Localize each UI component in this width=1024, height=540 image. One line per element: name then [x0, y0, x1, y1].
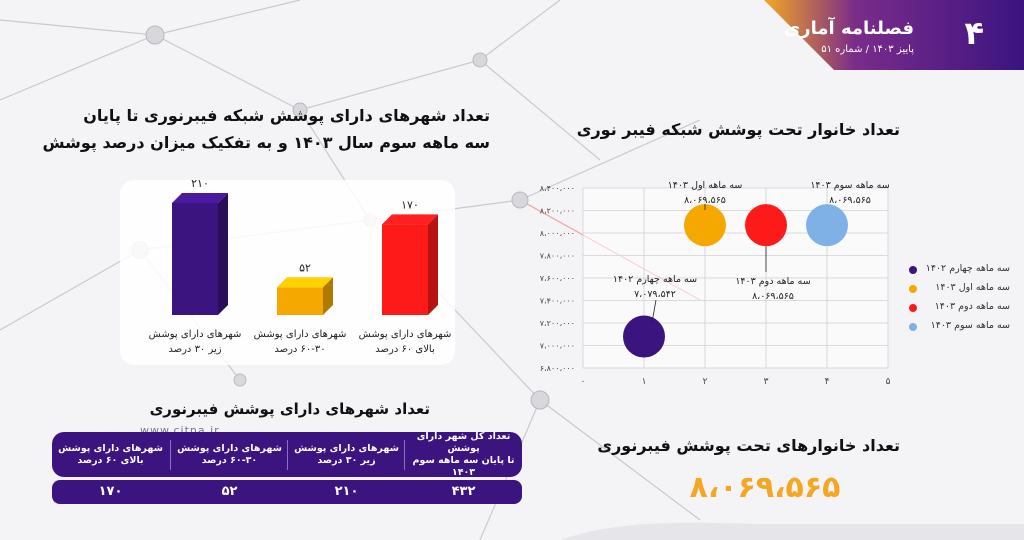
legend-label: سه ماهه چهارم ۱۴۰۲	[925, 263, 1010, 274]
legend-dot-icon	[909, 266, 917, 274]
legend-item-3: سه ماهه سوم ۱۴۰۳	[905, 319, 1020, 338]
x-tick-label: ۴	[825, 377, 830, 387]
annotation-q2-1403: سه ماهه دوم ۱۴۰۳ ۸،۰۶۹،۵۶۵	[735, 276, 811, 302]
table-title: تعداد شهرهای دارای پوشش فیبرنوری	[149, 400, 430, 418]
scatter-chart: ۶،۸۰۰،۰۰۰ ۷،۰۰۰،۰۰۰ ۷،۲۰۰،۰۰۰ ۷،۴۰۰،۰۰۰ ۷،۶۰…	[540, 184, 891, 387]
legend-label: سه ماهه سوم ۱۴۰۳	[930, 320, 1010, 331]
legend-dot-icon	[909, 323, 917, 331]
annotation-q1-1403: سه ماهه اول ۱۴۰۳ ۸،۰۶۹،۵۶۵	[667, 180, 743, 206]
bar-top-2	[382, 214, 438, 225]
y-tick-label: ۶،۸۰۰،۰۰۰	[540, 364, 575, 373]
legend-dot-icon	[909, 285, 917, 293]
bar-top-1	[277, 277, 333, 288]
bubble-point-3	[806, 204, 848, 247]
annotation-q4-1402: سه ماهه چهارم ۱۴۰۲ ۷،۰۷۹،۵۴۲	[612, 274, 698, 300]
legend-label: سه ماهه دوم ۱۴۰۳	[934, 301, 1010, 312]
total-households-title: تعداد خانوارهای تحت پوشش فیبرنوری	[597, 436, 900, 455]
legend-label: سه ماهه اول ۱۴۰۳	[935, 282, 1010, 293]
bar-chart-title-line1: تعداد شهرهای دارای پوشش شبکه فیبرنوری تا…	[83, 106, 490, 125]
y-tick-label: ۸،۴۰۰،۰۰۰	[540, 184, 575, 193]
bar-chart-title: تعداد شهرهای دارای پوشش شبکه فیبرنوری تا…	[42, 102, 490, 156]
legend-dot-icon	[909, 304, 917, 312]
bubble-point-0	[623, 315, 665, 358]
y-tick-label: ۷،۶۰۰،۰۰۰	[540, 274, 575, 283]
y-tick-label: ۸،۲۰۰،۰۰۰	[540, 207, 575, 216]
bar-side-0	[218, 193, 228, 315]
scatter-legend: سه ماهه چهارم ۱۴۰۲ سه ماهه اول ۱۴۰۳ سه ماه…	[905, 262, 1020, 338]
bar-category-label-2: شهرهای دارای پوشش بالای ۶۰ درصد	[358, 329, 452, 355]
bar-front-1	[277, 287, 323, 315]
legend-item-0: سه ماهه چهارم ۱۴۰۲	[905, 262, 1020, 281]
legend-item-1: سه ماهه اول ۱۴۰۳	[905, 281, 1020, 300]
table-header: تعداد کل شهر دارای پوشش تا پایان سه ماهه …	[52, 430, 522, 478]
table-divider	[404, 440, 405, 470]
bar-value-label-2: ۱۷۰	[401, 198, 419, 211]
y-tick-label: ۷،۲۰۰،۰۰۰	[540, 319, 575, 328]
x-tick-label: ۲	[703, 377, 708, 387]
bar-front-0	[172, 203, 218, 315]
table-header-under30: شهرهای دارای پوشش زیر ۳۰ درصد	[294, 442, 399, 466]
bar-side-1	[323, 277, 333, 315]
table-cell-30to60: ۵۲	[221, 484, 238, 499]
total-households-value: ۸،۰۶۹،۵۶۵	[689, 470, 841, 505]
x-tick-label: ۳	[764, 377, 769, 387]
x-tick-label: ۰	[581, 377, 586, 387]
bar-front-2	[382, 224, 428, 315]
table-cell-total: ۴۳۲	[451, 484, 476, 499]
bar-category-label-0: شهرهای دارای پوشش زیر ۳۰ درصد	[148, 329, 242, 355]
annotation-q3-1403: سه ماهه سوم ۱۴۰۳ ۸،۰۶۹،۵۶۵	[810, 180, 890, 206]
issue-number: ۴	[964, 14, 984, 52]
bar-chart: ۲۱۰ ۵۲ ۱۷۰	[172, 180, 438, 315]
legend-item-2: سه ماهه دوم ۱۴۰۳	[905, 300, 1020, 319]
table-divider	[287, 440, 288, 470]
bar-category-label-1: شهرهای دارای پوشش ۶۰-۳۰ درصد	[253, 329, 347, 355]
scatter-chart-title: تعداد خانوار تحت پوشش شبکه فیبر نوری	[576, 120, 900, 139]
bar-value-label-1: ۵۲	[299, 261, 311, 274]
annotation-leader-line	[651, 299, 657, 323]
bar-chart-title-line2: سه ماهه سوم سال ۱۴۰۳ و به تفکیک میزان در…	[42, 133, 490, 152]
bottom-wave-decoration	[560, 522, 1024, 540]
y-tick-label: ۷،۴۰۰،۰۰۰	[540, 297, 575, 306]
bar-top-0	[172, 193, 228, 203]
table-cell-under30: ۲۱۰	[334, 484, 359, 499]
x-tick-label: ۱	[642, 377, 647, 387]
y-tick-label: ۸،۰۰۰،۰۰۰	[540, 229, 575, 238]
table-divider	[170, 440, 171, 470]
magazine-subtitle: پاییز ۱۴۰۳ / شماره ۵۱	[821, 44, 914, 55]
table-row: ۴۳۲ ۲۱۰ ۵۲ ۱۷۰	[52, 480, 522, 504]
table-header-over60: شهرهای دارای پوشش بالای ۶۰ درصد	[58, 442, 163, 466]
bar-value-label-0: ۲۱۰	[191, 180, 209, 190]
table-header-total: تعداد کل شهر دارای پوشش تا پایان سه ماهه …	[412, 430, 515, 478]
x-tick-label: ۵	[886, 377, 891, 387]
magazine-title: فصلنامه آماری	[783, 18, 914, 39]
y-tick-label: ۷،۸۰۰،۰۰۰	[540, 252, 575, 261]
bubble-point-1	[684, 204, 726, 247]
bar-side-2	[428, 214, 438, 315]
table-header-30to60: شهرهای دارای پوشش ۶۰-۳۰ درصد	[177, 442, 282, 466]
header-banner	[764, 0, 1024, 70]
y-tick-label: ۷،۰۰۰،۰۰۰	[540, 342, 575, 351]
bubble-point-2	[745, 204, 787, 247]
table-cell-over60: ۱۷۰	[98, 484, 123, 499]
